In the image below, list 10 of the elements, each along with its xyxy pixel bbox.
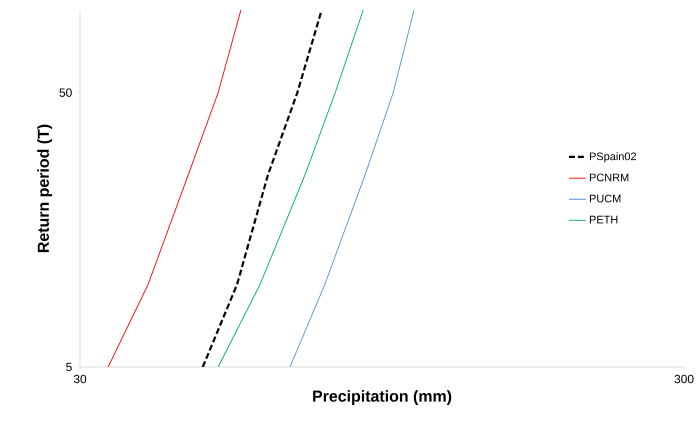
legend-label: PSpain02 <box>590 152 636 162</box>
legend-label: PETH <box>590 216 618 224</box>
x-tick-label: 300 <box>674 374 694 384</box>
y-tick-label: 50 <box>59 88 72 97</box>
x-axis-title: Precipitation (mm) <box>313 390 452 405</box>
x-tick-label: 30 <box>74 374 86 384</box>
legend-label: PUCM <box>590 194 620 202</box>
y-axis-title: Return period (T) <box>37 124 52 252</box>
y-tick-label: 5 <box>66 362 72 372</box>
legend-label: PCNRM <box>590 174 628 182</box>
